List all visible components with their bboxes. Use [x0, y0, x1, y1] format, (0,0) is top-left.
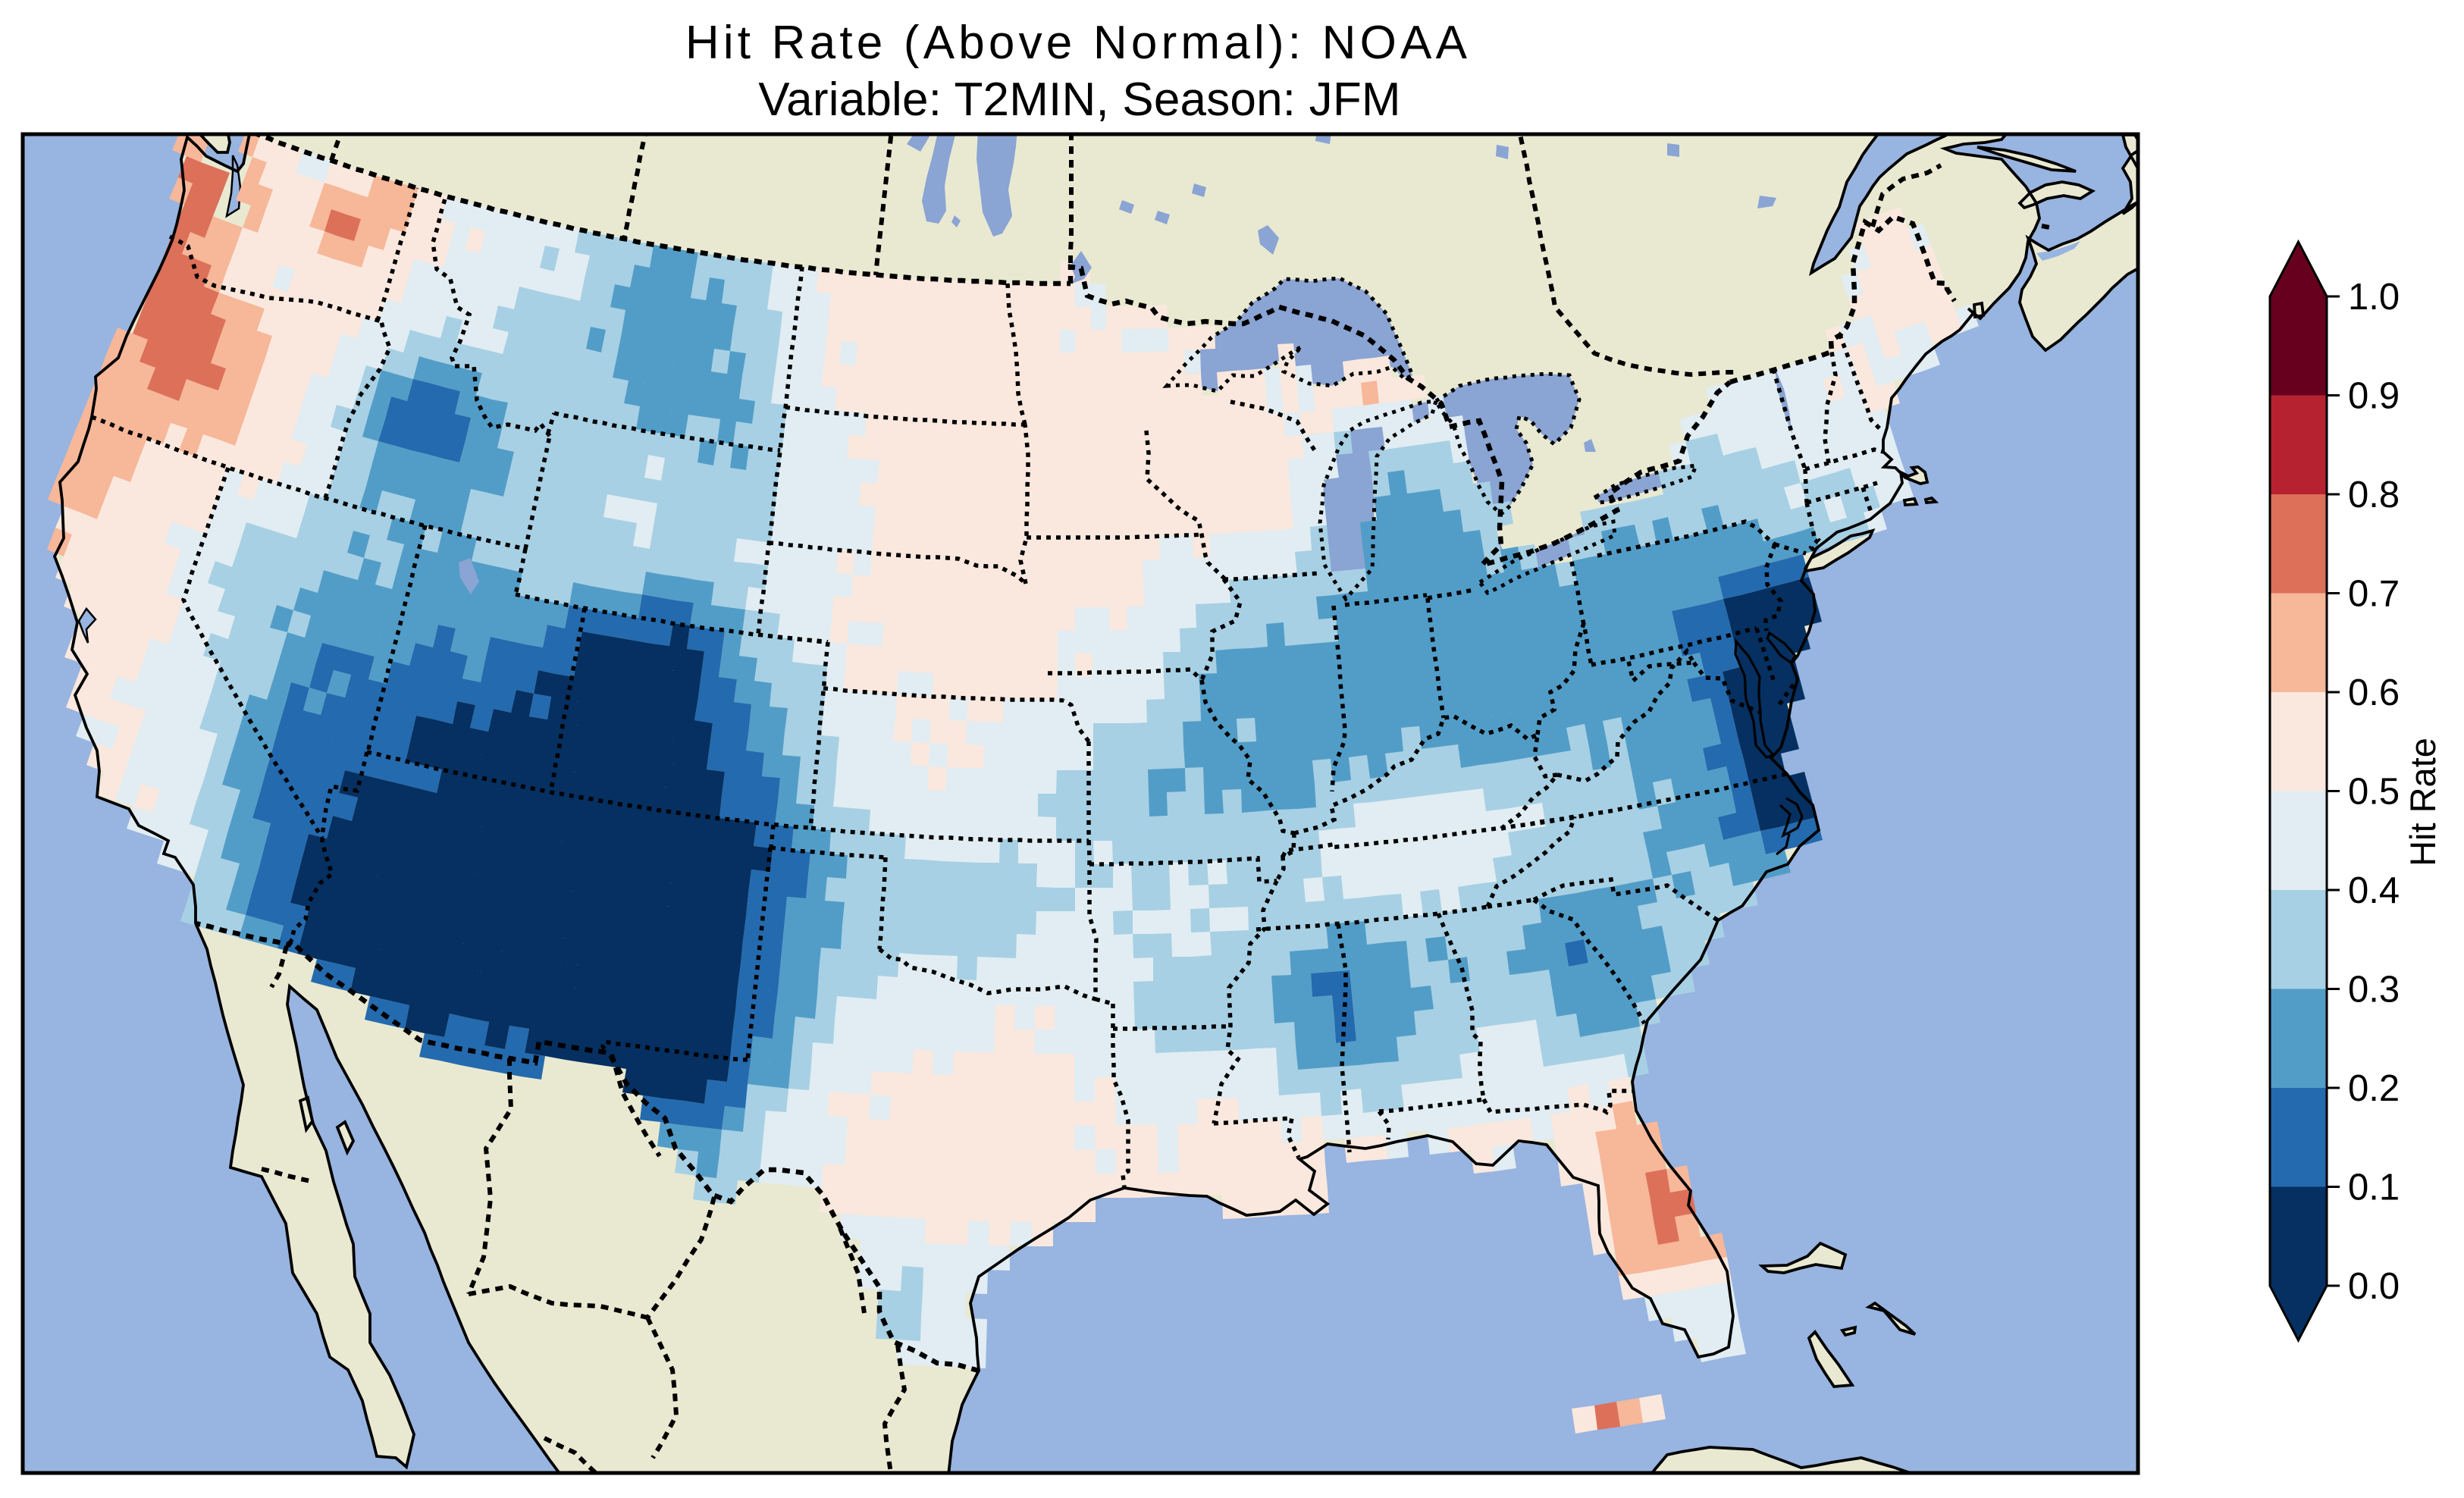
svg-text:Variable: T2MIN, Season: JFM: Variable: T2MIN, Season: JFM: [758, 74, 1401, 126]
svg-text:0.6: 0.6: [2348, 672, 2400, 713]
svg-text:0.4: 0.4: [2348, 870, 2400, 911]
svg-text:Hit Rate (Above Normal): NOAA: Hit Rate (Above Normal): NOAA: [685, 17, 1471, 69]
svg-text:0.0: 0.0: [2348, 1266, 2400, 1307]
svg-text:0.7: 0.7: [2348, 574, 2400, 615]
svg-text:0.9: 0.9: [2348, 376, 2400, 417]
svg-text:0.3: 0.3: [2348, 970, 2400, 1011]
svg-text:0.1: 0.1: [2348, 1167, 2400, 1208]
svg-text:1.0: 1.0: [2348, 277, 2400, 318]
svg-text:0.5: 0.5: [2348, 772, 2400, 813]
svg-text:0.2: 0.2: [2348, 1068, 2400, 1109]
svg-text:0.8: 0.8: [2348, 475, 2400, 516]
svg-text:Hit Rate: Hit Rate: [2403, 738, 2443, 867]
